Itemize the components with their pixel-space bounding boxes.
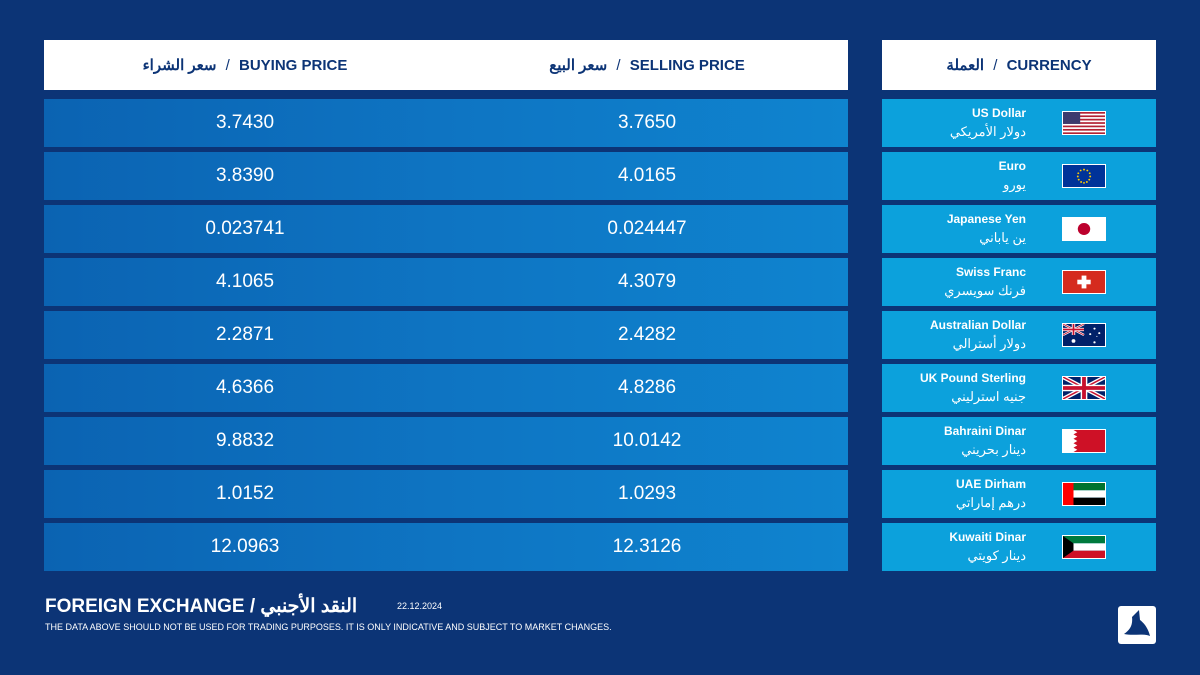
bank-logo-icon xyxy=(1118,606,1156,644)
currency-header: العملة / CURRENCY xyxy=(882,40,1156,90)
price-header: سعر الشراء / BUYING PRICE سعر البيع / SE… xyxy=(44,40,848,90)
currency-row-kwd: Kuwaiti Dinar دينار كويتي xyxy=(882,523,1156,571)
buying-price-value: 9.8832 xyxy=(215,430,275,451)
price-row: 9.8832 10.0142 xyxy=(44,417,848,465)
currency-name-en: UK Pound Sterling xyxy=(920,371,1026,385)
selling-price-value: 10.0142 xyxy=(612,430,682,451)
page-title-ar: النقد الأجنبي xyxy=(260,596,358,617)
buying-price-value: 3.8390 xyxy=(215,165,275,186)
currency-name-ar: دولار الأمريكي xyxy=(949,124,1026,139)
price-row: 4.6366 4.8286 xyxy=(44,364,848,412)
price-row: 1.0152 1.0293 xyxy=(44,470,848,518)
price-row: 0.023741 0.024447 xyxy=(44,205,848,253)
currency-name-en: US Dollar xyxy=(971,106,1026,120)
buying-price-value: 3.7430 xyxy=(215,112,275,133)
selling-price-value: 12.3126 xyxy=(612,536,682,557)
currency-row-aed: UAE Dirham درهم إماراتي xyxy=(882,470,1156,518)
buying-price-value: 4.1065 xyxy=(215,271,275,292)
currency-name-ar: درهم إماراتي xyxy=(955,495,1026,510)
page-title: FOREIGN EXCHANGE / النقد الأجنبي xyxy=(45,595,357,618)
currency-name-ar: فرنك سويسري xyxy=(944,283,1026,298)
currency-name-en: Euro xyxy=(998,159,1026,173)
currency-row-gbp: UK Pound Sterling جنيه استرليني xyxy=(882,364,1156,412)
price-table: 3.7430 3.7650 3.8390 4.0165 0.023741 0.0244… xyxy=(44,99,848,576)
price-row: 3.7430 3.7650 xyxy=(44,99,848,147)
selling-price-value: 4.3079 xyxy=(617,271,677,292)
currency-row-usd: US Dollar دولار الأمريكي xyxy=(882,99,1156,147)
buying-price-value: 12.0963 xyxy=(210,536,280,557)
selling-price-en: SELLING PRICE xyxy=(629,57,745,74)
uae-flag-icon xyxy=(1062,482,1106,506)
buying-price-en: BUYING PRICE xyxy=(239,57,348,74)
bahrain-flag-icon xyxy=(1062,429,1106,453)
currency-row-chf: Swiss Franc فرنك سويسري xyxy=(882,258,1156,306)
buying-price-value: 2.2871 xyxy=(215,324,275,345)
selling-price-value: 2.4282 xyxy=(617,324,677,345)
price-row: 12.0963 12.3126 xyxy=(44,523,848,571)
price-row: 2.2871 2.4282 xyxy=(44,311,848,359)
selling-price-value: 3.7650 xyxy=(617,112,677,133)
separator: / xyxy=(225,57,230,74)
buying-price-header: سعر الشراء / BUYING PRICE xyxy=(44,56,446,74)
selling-price-value: 4.0165 xyxy=(617,165,677,186)
buying-price-value: 1.0152 xyxy=(215,483,275,504)
currency-names: US Dollar دولار الأمريكي xyxy=(886,105,1026,141)
currency-names: Kuwaiti Dinar دينار كويتي xyxy=(886,529,1026,565)
currency-names: UK Pound Sterling جنيه استرليني xyxy=(886,370,1026,406)
currency-names: Swiss Franc فرنك سويسري xyxy=(886,264,1026,300)
separator: / xyxy=(249,596,256,617)
australia-flag-icon xyxy=(1062,323,1106,347)
currency-name-ar: جنيه استرليني xyxy=(951,389,1026,404)
price-row: 4.1065 4.3079 xyxy=(44,258,848,306)
swiss-flag-icon xyxy=(1062,270,1106,294)
buying-price-ar: سعر الشراء xyxy=(142,57,217,74)
currency-row-bhd: Bahraini Dinar دينار بحريني xyxy=(882,417,1156,465)
currency-names: Bahraini Dinar دينار بحريني xyxy=(886,423,1026,459)
currency-names: Japanese Yen ين ياباني xyxy=(886,211,1026,247)
currency-header-label: العملة / CURRENCY xyxy=(882,56,1156,74)
currency-name-ar: دولار أسترالي xyxy=(952,336,1026,351)
currency-ar: العملة xyxy=(946,57,985,74)
currency-row-jpy: Japanese Yen ين ياباني xyxy=(882,205,1156,253)
currency-en: CURRENCY xyxy=(1006,57,1092,74)
us-flag-icon xyxy=(1062,111,1106,135)
currency-name-en: UAE Dirham xyxy=(955,477,1026,491)
rates-date: 22.12.2024 xyxy=(397,601,443,611)
currency-name-en: Bahraini Dinar xyxy=(943,424,1026,438)
currency-name-ar: يورو xyxy=(1003,177,1026,192)
currency-name-en: Kuwaiti Dinar xyxy=(949,530,1026,544)
eu-flag-icon xyxy=(1062,164,1106,188)
selling-price-value: 4.8286 xyxy=(617,377,677,398)
currency-name-en: Swiss Franc xyxy=(955,265,1026,279)
buying-price-value: 4.6366 xyxy=(215,377,275,398)
currency-table: US Dollar دولار الأمريكي Euro يورو xyxy=(882,99,1156,576)
price-row: 3.8390 4.0165 xyxy=(44,152,848,200)
disclaimer: THE DATA ABOVE SHOULD NOT BE USED FOR TR… xyxy=(45,622,612,632)
selling-price-header: سعر البيع / SELLING PRICE xyxy=(446,56,848,74)
currency-name-ar: دينار كويتي xyxy=(967,548,1026,563)
currency-names: UAE Dirham درهم إماراتي xyxy=(886,476,1026,512)
currency-names: Euro يورو xyxy=(886,158,1026,194)
separator: / xyxy=(993,57,998,74)
currency-name-en: Australian Dollar xyxy=(929,318,1026,332)
japan-flag-icon xyxy=(1062,217,1106,241)
uk-flag-icon xyxy=(1062,376,1106,400)
currency-name-ar: دينار بحريني xyxy=(961,442,1026,457)
selling-price-ar: سعر البيع xyxy=(549,57,608,74)
currency-name-ar: ين ياباني xyxy=(979,230,1026,245)
selling-price-value: 0.024447 xyxy=(607,218,687,239)
currency-name-en: Japanese Yen xyxy=(946,212,1026,226)
currency-row-aud: Australian Dollar دولار أسترالي xyxy=(882,311,1156,359)
page-title-en: FOREIGN EXCHANGE xyxy=(45,596,245,617)
currency-names: Australian Dollar دولار أسترالي xyxy=(886,317,1026,353)
currency-row-eur: Euro يورو xyxy=(882,152,1156,200)
kuwait-flag-icon xyxy=(1062,535,1106,559)
separator: / xyxy=(616,57,621,74)
selling-price-value: 1.0293 xyxy=(617,483,677,504)
buying-price-value: 0.023741 xyxy=(205,218,285,239)
